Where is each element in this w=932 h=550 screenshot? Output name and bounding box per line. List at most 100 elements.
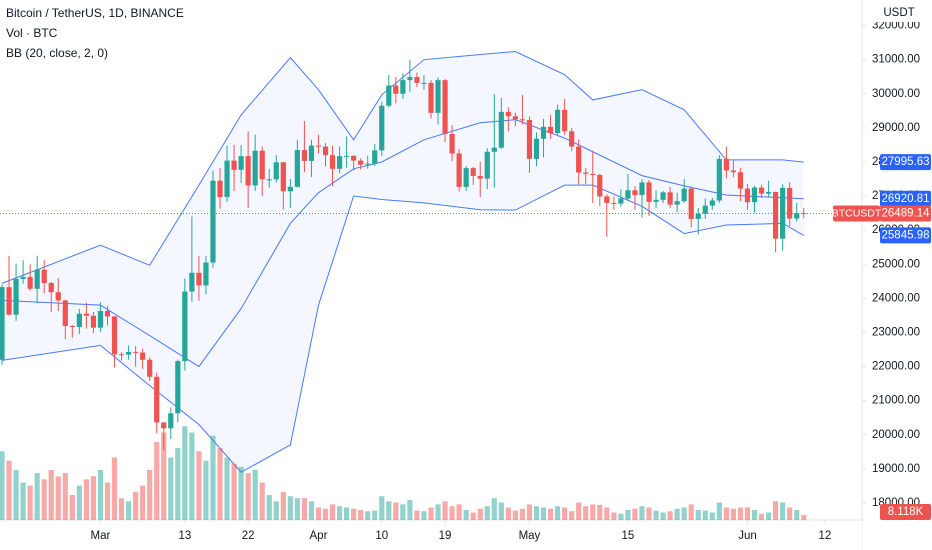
volume-bar: [358, 510, 364, 520]
volume-bar: [27, 485, 33, 520]
candle-body: [287, 186, 293, 192]
volume-bar: [259, 482, 265, 520]
indicator-label: BB (20, close, 2, 0): [6, 46, 108, 60]
volume-bar: [365, 511, 371, 520]
bb-upper-value: 27995.63: [882, 156, 930, 168]
x-tick-label: 12: [818, 530, 831, 542]
volume-bar: [322, 508, 329, 520]
volume-bar: [97, 470, 104, 520]
volume-bar: [189, 432, 195, 520]
volume-bar: [716, 502, 722, 520]
volume-bar: [351, 508, 357, 520]
candle-body: [6, 287, 12, 315]
y-tick-label: 20000.00: [872, 429, 920, 441]
x-tick-label: 22: [242, 530, 255, 542]
candle-body: [751, 187, 758, 203]
volume-bar: [308, 501, 315, 520]
band-upper: [1, 50, 804, 284]
candle-body: [526, 120, 533, 159]
volume-bar: [104, 482, 111, 520]
candle-body: [161, 422, 167, 429]
y-tick-label: 19000.00: [872, 463, 920, 475]
volume-bar: [618, 513, 624, 520]
candle-body: [273, 162, 279, 180]
chart-title: Bitcoin / TetherUS, 1D, BINANCE: [6, 6, 184, 20]
volume-bar: [653, 510, 659, 520]
volume-bar: [597, 505, 603, 520]
bb-basis-value-box: [880, 190, 931, 207]
candle-body: [196, 272, 202, 286]
volume-bar: [428, 507, 434, 520]
candle-body: [27, 276, 33, 289]
x-axis-pane: [0, 521, 862, 550]
volume-bar: [498, 502, 504, 520]
candle-body: [590, 173, 596, 175]
candle-body: [301, 150, 308, 161]
candle-body: [604, 196, 610, 203]
volume-bar: [435, 504, 441, 520]
candle-body: [41, 269, 47, 284]
volume-bar: [217, 448, 223, 520]
volume-bar: [273, 501, 279, 520]
candle-body: [147, 359, 153, 377]
volume-bar: [590, 504, 596, 520]
candle-body: [210, 180, 216, 263]
indicator-label: Vol · BTC: [6, 26, 58, 40]
volume-bar: [154, 441, 160, 520]
volume-bar: [758, 513, 765, 520]
x-tick-label: May: [519, 530, 541, 542]
x-tick-label: 19: [439, 530, 452, 542]
bb-upper-value-box: [880, 154, 931, 171]
y-tick-label: 31000.00: [872, 54, 920, 66]
volume-bar: [512, 510, 518, 520]
volume-bar: [576, 502, 582, 520]
volume-bar: [76, 485, 82, 520]
volume-bar: [315, 507, 322, 520]
candle-body: [252, 150, 258, 186]
candle-body: [695, 213, 701, 219]
volume-bar: [20, 482, 26, 520]
volume-bar: [147, 470, 153, 520]
candle-body: [505, 111, 511, 117]
candle-body: [245, 156, 251, 186]
volume-bar: [533, 506, 540, 520]
volume-bar: [632, 508, 638, 520]
volume-bar: [709, 512, 715, 520]
candle-body: [407, 77, 413, 81]
candle-body: [618, 198, 624, 204]
candle-body: [336, 156, 343, 169]
volume-bar: [266, 495, 272, 520]
candle-body: [97, 310, 104, 328]
y-tick-label: 22000.00: [872, 361, 920, 373]
last-price-box: [880, 205, 931, 222]
candle-body: [477, 175, 483, 179]
volume-bar: [604, 507, 610, 520]
volume-bar: [83, 479, 89, 520]
candle-body: [449, 134, 455, 154]
volume-bar: [182, 426, 188, 520]
candle-body: [379, 105, 385, 151]
volume-bar: [90, 476, 97, 520]
volume-bar: [48, 470, 54, 520]
candle-body: [442, 80, 448, 135]
candle-body: [421, 82, 427, 84]
volume-bar: [519, 508, 526, 520]
y-tick-label: 30000.00: [872, 88, 920, 100]
candle-body: [470, 168, 476, 176]
volume-bar: [168, 457, 174, 520]
candle-body: [133, 351, 139, 353]
candle-body: [801, 213, 807, 215]
candle-body: [280, 162, 286, 192]
candle-body: [456, 153, 462, 187]
volume-bar: [6, 460, 12, 520]
y-axis-pane: [863, 0, 932, 550]
candle-body: [484, 151, 490, 179]
candle-body: [646, 182, 652, 202]
y-tick-label: 24000.00: [872, 292, 920, 304]
candle-body: [386, 85, 392, 106]
candle-body: [498, 111, 504, 148]
x-tick-label: Mar: [91, 530, 111, 542]
volume-bar: [470, 512, 476, 520]
volume-bar: [780, 502, 786, 520]
candle-body: [428, 82, 434, 113]
